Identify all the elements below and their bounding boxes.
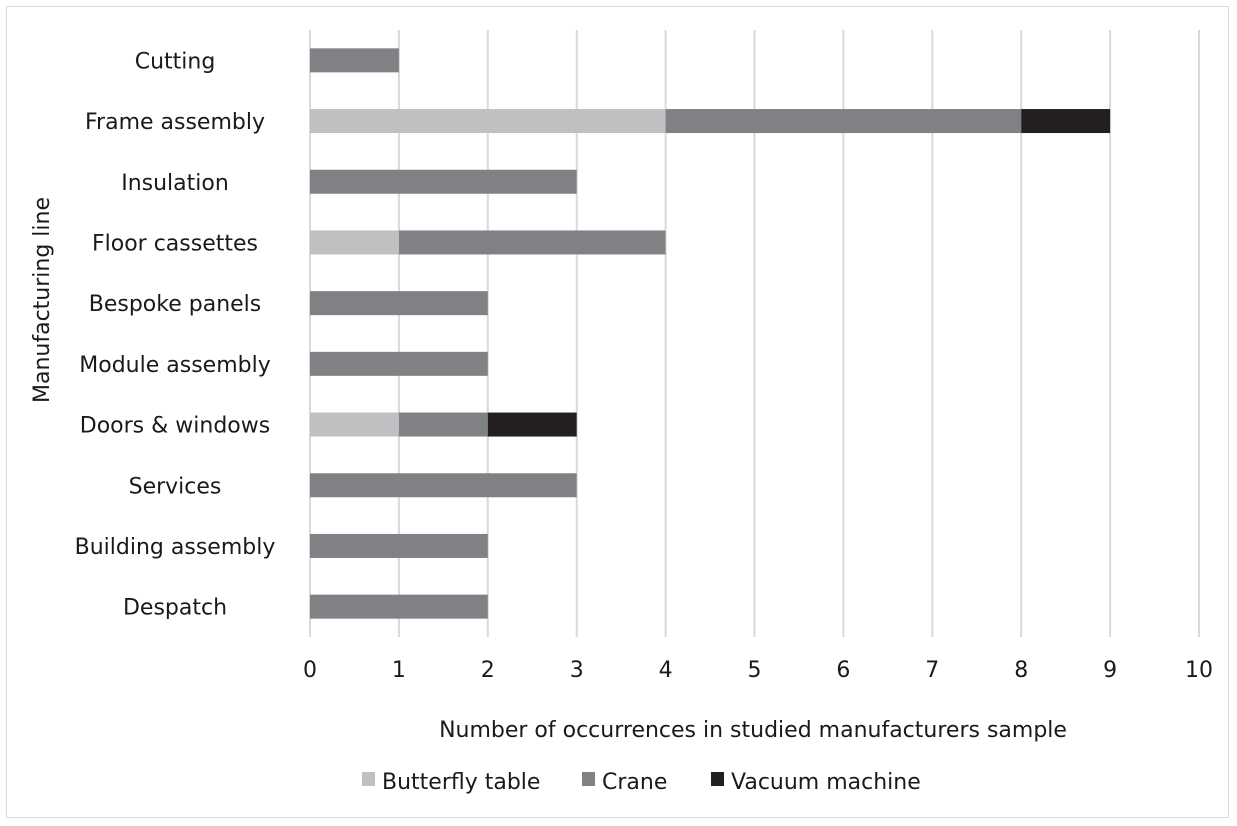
category-label: Floor cassettes (92, 231, 258, 256)
category-label: Module assembly (79, 353, 270, 378)
bar-segment (398, 230, 666, 255)
x-tick-label: 10 (1185, 658, 1213, 683)
x-tick-label: 5 (748, 658, 762, 683)
bar-segment (310, 48, 399, 73)
y-axis-title: Manufacturing line (30, 197, 55, 403)
bar-segment (665, 109, 1022, 134)
x-tick-label: 6 (836, 658, 850, 683)
chart-frame (6, 6, 1229, 818)
category-label: Building assembly (75, 535, 276, 560)
bar-segment (310, 351, 488, 376)
legend: Butterfly table Crane Vacuum machine (362, 770, 921, 795)
category-label: Insulation (121, 171, 229, 196)
category-label: Frame assembly (85, 110, 265, 135)
bars (310, 48, 1111, 619)
x-tick-label: 0 (303, 658, 317, 683)
category-label: Cutting (135, 49, 216, 74)
legend-label: Crane (602, 770, 667, 795)
bar-segment (487, 412, 577, 437)
bar-segment (310, 109, 666, 134)
legend-label: Butterfly table (382, 770, 540, 795)
category-label: Doors & windows (80, 414, 270, 439)
category-label: Bespoke panels (89, 292, 262, 317)
bar-segment (1021, 109, 1111, 134)
x-tick-label: 2 (481, 658, 495, 683)
x-tick-label: 3 (570, 658, 584, 683)
bar-segment (310, 412, 399, 437)
legend-swatch (711, 772, 724, 786)
legend-swatch (362, 772, 375, 786)
x-tick-label: 4 (659, 658, 673, 683)
category-label: Despatch (123, 596, 227, 621)
x-tick-label: 1 (392, 658, 406, 683)
bar-segment (310, 230, 399, 255)
x-tick-label: 8 (1014, 658, 1028, 683)
legend-label: Vacuum machine (731, 770, 921, 795)
category-labels: Cutting Frame assembly Insulation Floor cas… (75, 49, 276, 620)
bar-segment (310, 594, 488, 619)
x-tick-label: 9 (1103, 658, 1117, 683)
category-label: Services (129, 474, 222, 499)
bar-segment (310, 291, 488, 316)
bar-segment (310, 473, 577, 498)
x-axis-title: Number of occurrences in studied manufac… (439, 718, 1067, 743)
x-tick-label: 7 (925, 658, 939, 683)
bar-segment (398, 412, 488, 437)
bar-segment (310, 169, 577, 194)
x-tick-labels: 0 1 2 3 4 5 6 7 8 9 10 (303, 658, 1213, 683)
bar-segment (310, 533, 488, 558)
legend-swatch (582, 772, 595, 786)
